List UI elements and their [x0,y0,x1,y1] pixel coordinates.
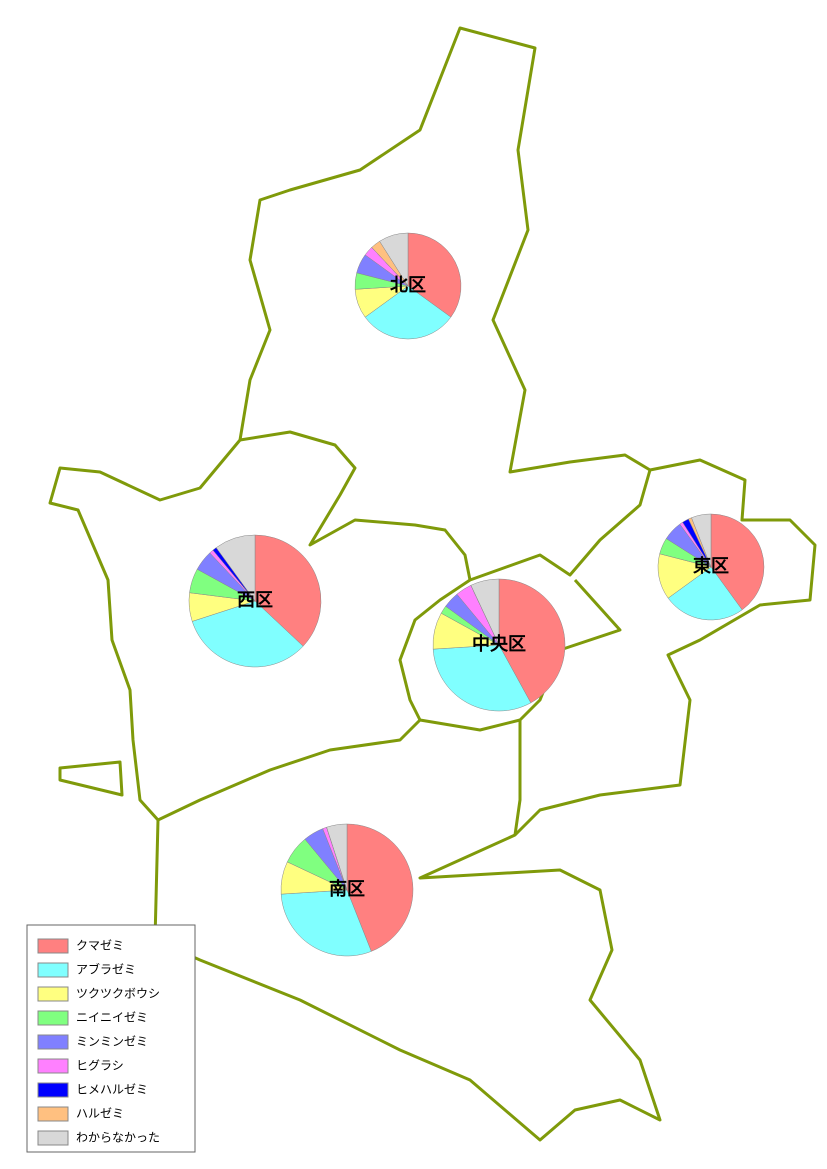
inner-boundary [157,718,422,822]
ward-label: 東区 [693,555,729,577]
ward-label: 西区 [237,590,273,611]
inner-boundary [398,578,622,732]
legend: クマゼミアブラゼミツクツクボウシニイニイゼミミンミンゼミヒグラシヒメハルゼミハル… [26,924,196,1153]
legend-swatch [37,986,69,1002]
legend-swatch [37,1082,69,1098]
legend-label: アブラゼミ [76,962,136,977]
pie-slice [379,232,409,287]
pie-slice [498,578,566,704]
pie-slice [691,513,712,568]
pie-slice [667,566,743,621]
pie-slice [191,600,304,668]
inner-boundary [239,430,652,582]
pie-slice [326,823,348,891]
pie: 西区 [188,534,322,668]
legend-swatch [37,1058,69,1074]
pie-slice [470,578,500,646]
legend-swatch [37,938,69,954]
legend-label: ミンミンゼミ [76,1035,148,1049]
legend-swatch [37,1034,69,1050]
pie-slice [346,823,414,952]
legend-label: ツクツクボウシ [76,987,160,1001]
pie-slice [280,889,372,957]
pie-slice [215,534,256,602]
ward-boundaries [48,26,817,1142]
pie-slice [432,644,532,712]
legend-swatch [37,1010,69,1026]
pie-slice [407,232,462,318]
legend-swatch [37,1106,69,1122]
outer-boundary [48,26,817,1142]
pie-slice [254,534,322,647]
islet [58,760,124,797]
legend-label: ヒメハルゼミ [76,1083,148,1097]
pie: 南区 [280,823,414,957]
ward-label: 中央区 [472,633,526,655]
pie-slice [364,285,452,340]
legend-swatch [37,1130,69,1146]
legend-label: ニイニイゼミ [76,1011,148,1025]
legend-label: ハルゼミ [76,1107,124,1121]
legend-swatch [37,962,69,978]
pie-slice [710,513,765,611]
legend-label: わからなかった [76,1131,160,1145]
legend-label: ヒグラシ [76,1059,124,1073]
pie: 東区 [657,513,765,621]
pie: 北区 [354,232,462,340]
legend-label: クマゼミ [76,939,124,953]
ward-label: 南区 [329,878,365,900]
pie: 中央区 [432,578,566,712]
ward-label: 北区 [390,275,426,296]
inner-boundary [513,720,522,836]
